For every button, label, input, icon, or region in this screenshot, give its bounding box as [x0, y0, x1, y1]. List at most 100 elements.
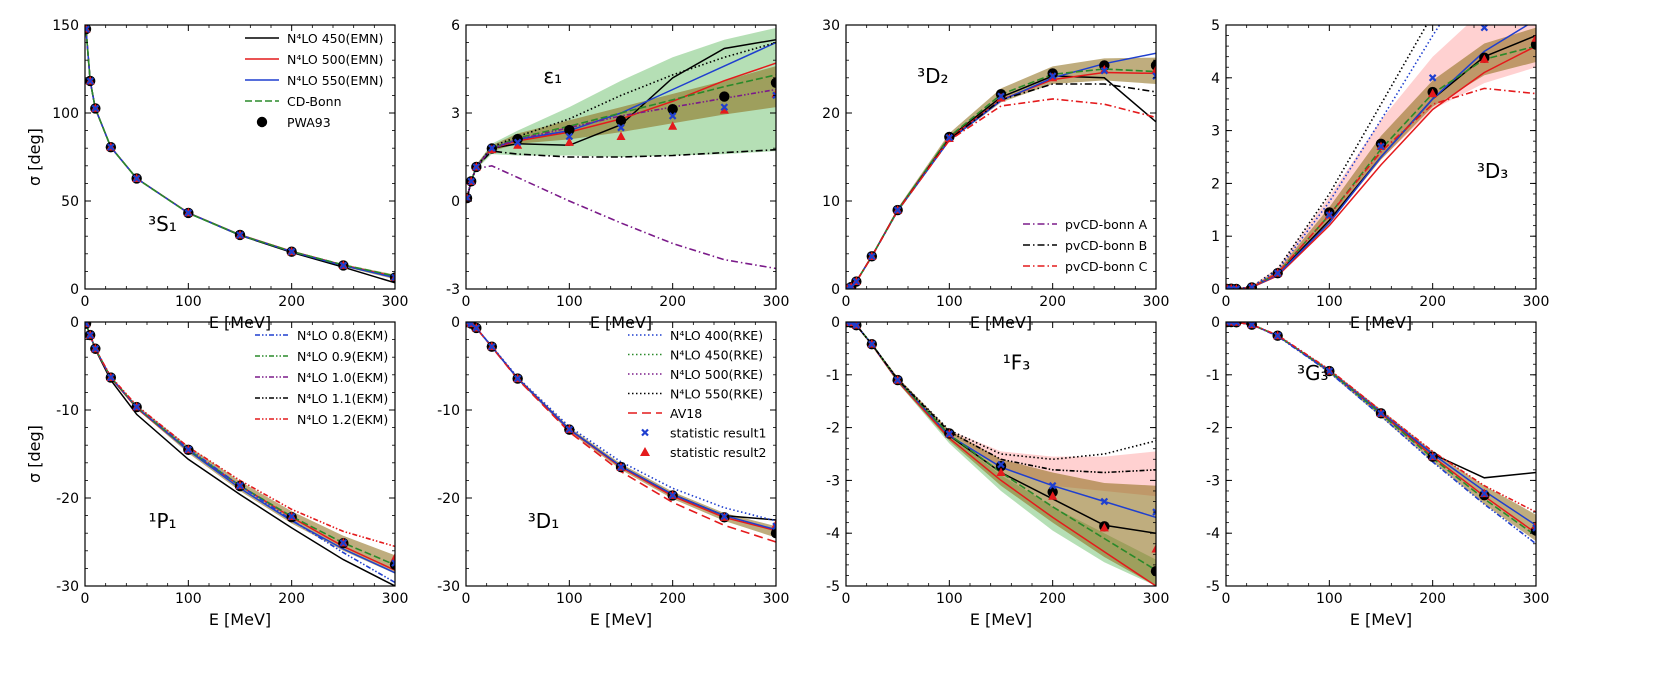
- y-tick-label: 50: [61, 194, 79, 210]
- panel-frame: [84, 321, 396, 587]
- stat-result1-point: [1325, 211, 1334, 219]
- stat-result1-point: [668, 491, 677, 500]
- x-tick-label: 100: [175, 294, 202, 310]
- y-tick-label: 0: [831, 315, 840, 331]
- uncertainty-band: [467, 66, 776, 200]
- y-tick-label: -10: [437, 403, 460, 419]
- pwa93-point: [770, 77, 776, 88]
- x-tick-label: 200: [659, 591, 686, 607]
- x-tick-label: 100: [556, 591, 583, 607]
- y-tick-label: 100: [52, 106, 79, 122]
- stat-result1-point: [513, 374, 522, 383]
- stat-result1-point: [852, 322, 861, 329]
- x-tick-label: 0: [462, 294, 471, 310]
- stat-result1-point: [488, 342, 496, 351]
- x-tick-label: 200: [1419, 591, 1446, 607]
- x-tick-label: 200: [278, 294, 305, 310]
- stat-result1-point: [472, 324, 481, 332]
- y-tick-label: -4: [826, 526, 840, 542]
- legend-marker: [256, 116, 268, 128]
- stat-result1-point: [1428, 74, 1437, 82]
- y-tick-label: 0: [70, 282, 79, 298]
- y-tick-label: 3: [451, 106, 460, 122]
- stat-result1-point: [86, 77, 94, 85]
- x-tick-label: 200: [659, 294, 686, 310]
- stat-result1-point: [772, 91, 776, 100]
- legend-label: pvCD-bonn B: [1065, 238, 1147, 253]
- panel-frame: [845, 321, 1157, 587]
- stat-result1-point: [236, 231, 244, 239]
- panel-label: ³G₃: [1297, 361, 1329, 385]
- stat-result1-point: [91, 104, 100, 113]
- series-line: [846, 68, 1156, 289]
- series-line: [85, 323, 395, 566]
- stat-result1-point: [1480, 25, 1489, 32]
- legend: N⁴LO 450(EMN) N⁴LO 500(EMN) N⁴LO 550(EMN) C…: [245, 31, 383, 130]
- uncertainty-band: [847, 57, 1156, 289]
- y-tick-label: -4: [1206, 526, 1220, 542]
- stat-result2-point: [1151, 544, 1156, 553]
- y-tick-label: -5: [1206, 579, 1220, 595]
- stat-result1-point: [85, 322, 90, 328]
- x-tick-label: 300: [1143, 294, 1170, 310]
- x-tick-label: 100: [175, 591, 202, 607]
- stat-result1-point: [1480, 489, 1489, 498]
- stat-result1-point: [287, 247, 296, 256]
- x-tick-label: 300: [763, 294, 790, 310]
- x-tick-label: 100: [936, 591, 963, 607]
- stat-result1-point: [1152, 508, 1156, 516]
- stat-result1-point: [1100, 497, 1109, 506]
- y-tick-label: 20: [822, 106, 840, 122]
- stat-result2-point: [513, 140, 523, 149]
- x-tick-label: 0: [842, 591, 851, 607]
- y-tick-label: -2: [826, 421, 840, 437]
- y-tick-label: 0: [70, 315, 79, 331]
- legend-label: N⁴LO 1.1(EKM): [297, 391, 388, 406]
- x-tick-label: 300: [1523, 591, 1550, 607]
- y-tick-label: 2: [1211, 176, 1220, 192]
- stat-result1-point: [847, 283, 855, 289]
- legend-label: N⁴LO 0.8(EKM): [297, 328, 388, 343]
- x-tick-label: 100: [936, 294, 963, 310]
- plot-area: [846, 322, 1156, 586]
- panel-label: ¹F₃: [1003, 351, 1031, 375]
- panel-frame: [84, 24, 396, 290]
- stat-result1-point: [1273, 269, 1282, 277]
- y-tick-label: 0: [451, 194, 460, 210]
- stat-result1-point: [1048, 72, 1057, 80]
- stat-result2-point: [564, 137, 574, 146]
- stat-result1-point: [868, 340, 876, 348]
- stat-result1-point: [1248, 283, 1256, 289]
- legend-label: pvCD-bonn A: [1065, 217, 1148, 232]
- legend-marker: [640, 447, 650, 456]
- series-line: [466, 148, 776, 199]
- panel-frame: [465, 24, 777, 290]
- pwa93-point: [1150, 566, 1156, 577]
- panel-label: ³D₂: [917, 64, 948, 88]
- series-line: [85, 28, 395, 284]
- x-tick-label: 200: [1419, 294, 1446, 310]
- stat-result2-point: [1151, 64, 1156, 74]
- stat-result1-point: [997, 460, 1005, 469]
- panel-label: ³D₁: [528, 509, 559, 533]
- plot-area: [846, 52, 1156, 289]
- series-line: [846, 322, 1156, 461]
- stat-result1-point: [617, 123, 625, 132]
- stat-result1-point: [513, 138, 522, 147]
- y-tick-label: 1: [1211, 229, 1220, 245]
- x-axis-label: E [MeV]: [590, 610, 652, 629]
- stat-result1-point: [893, 206, 902, 214]
- y-tick-label: -10: [56, 403, 79, 419]
- stat-result2-point: [996, 467, 1006, 476]
- stat-result2-point: [719, 105, 729, 114]
- y-tick-label: -30: [437, 579, 460, 595]
- x-tick-label: 300: [1523, 294, 1550, 310]
- x-tick-label: 100: [556, 294, 583, 310]
- series-line: [1227, 322, 1536, 545]
- series-line: [85, 28, 395, 277]
- legend-label: statistic result1: [670, 426, 767, 441]
- y-tick-label: 0: [451, 315, 460, 331]
- y-tick-label: -3: [446, 282, 460, 298]
